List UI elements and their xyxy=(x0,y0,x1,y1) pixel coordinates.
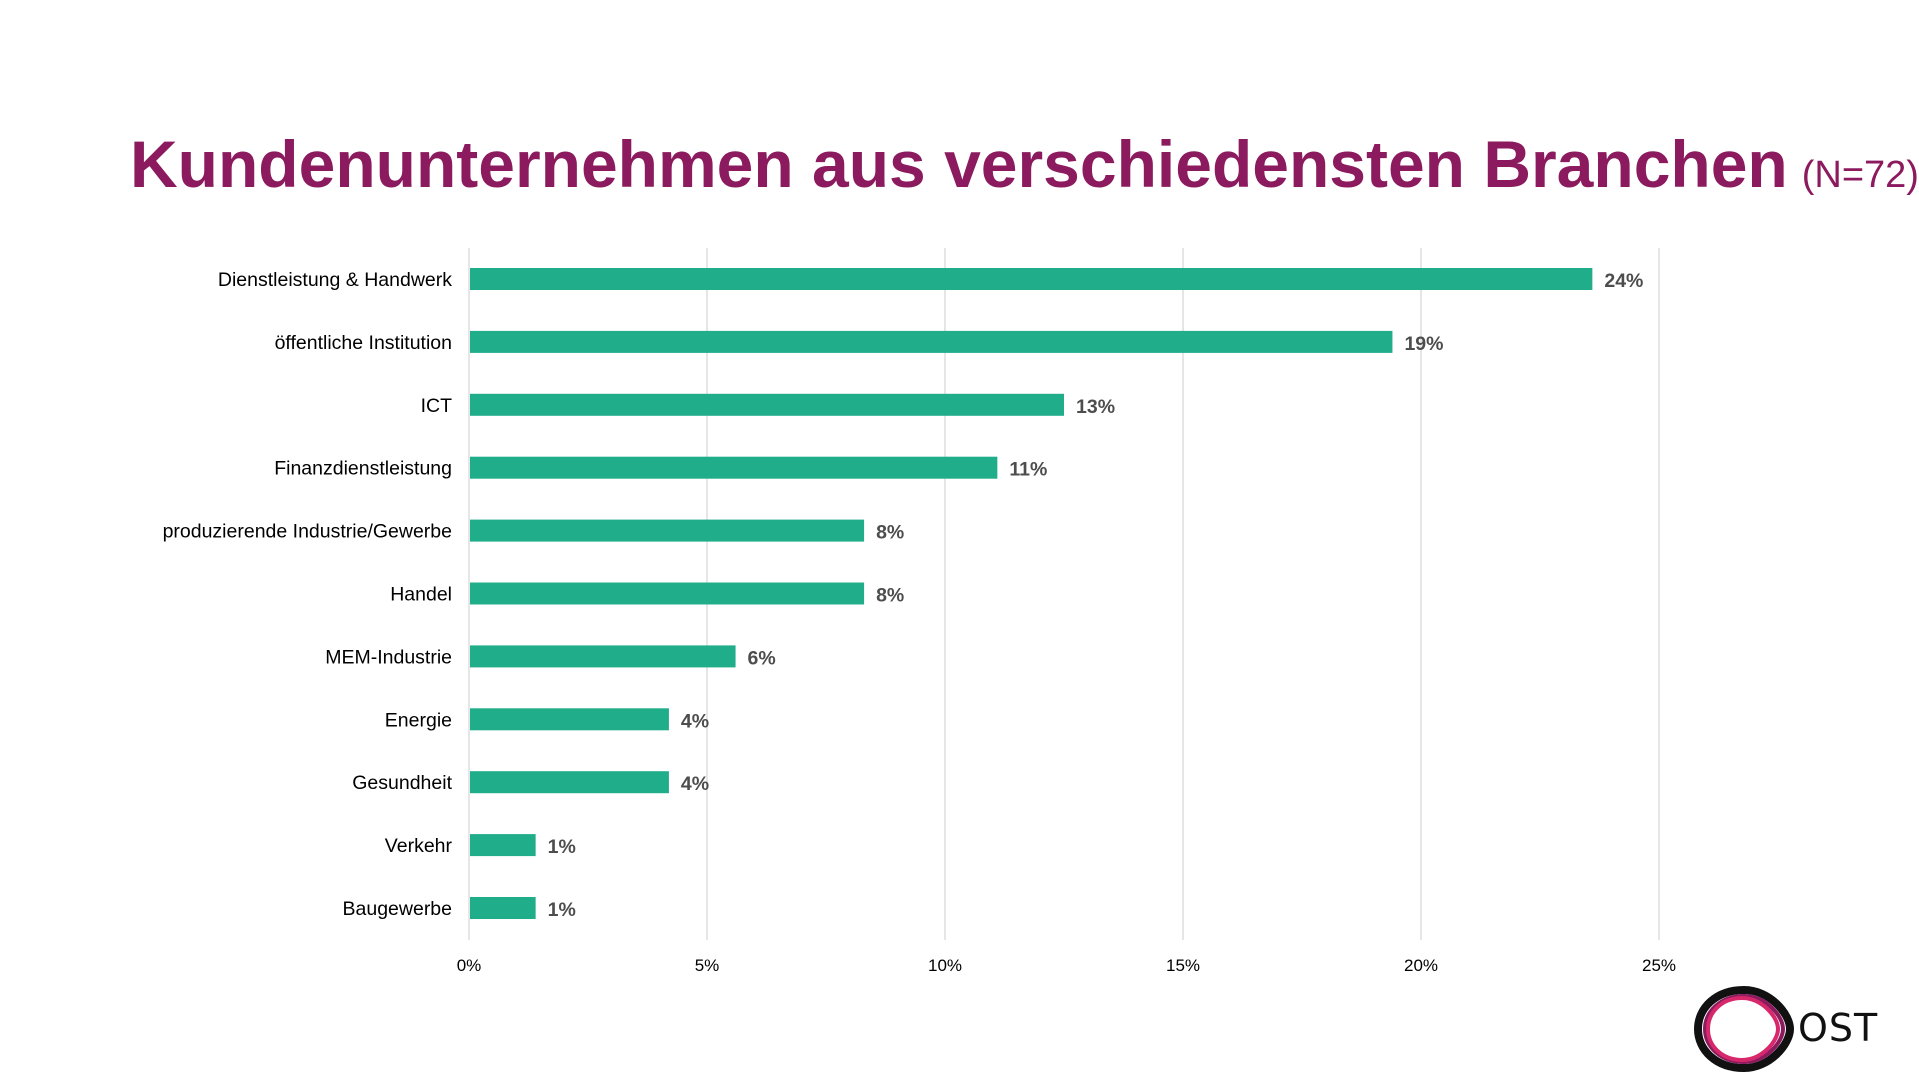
category-label: MEM-Industrie xyxy=(325,646,452,668)
x-tick-label: 10% xyxy=(928,956,962,975)
x-tick-label: 25% xyxy=(1642,956,1676,975)
category-label: Gesundheit xyxy=(352,772,452,794)
value-labels: 24% 19% 13% 11% 8% 8% 6% 4% 4% 1% 1% xyxy=(548,270,1644,921)
value-label: 8% xyxy=(876,585,904,607)
category-label: Dienstleistung & Handwerk xyxy=(218,269,452,291)
value-label: 13% xyxy=(1076,396,1115,418)
category-label: Verkehr xyxy=(385,835,453,857)
x-tick-label: 20% xyxy=(1404,956,1438,975)
category-label: öffentliche Institution xyxy=(275,332,452,354)
x-tick-label: 15% xyxy=(1166,956,1200,975)
ost-logo-text: OST xyxy=(1798,1006,1879,1050)
value-label: 11% xyxy=(1009,459,1047,481)
bar xyxy=(470,330,1393,353)
chart-title-sample-size: (N=72) xyxy=(1801,154,1919,196)
value-label: 1% xyxy=(548,836,576,858)
category-label: Handel xyxy=(390,584,452,606)
gridlines xyxy=(468,248,1660,940)
ost-ring-logo-icon xyxy=(1693,985,1795,1073)
category-label: Finanzdienstleistung xyxy=(274,458,452,480)
category-label: Baugewerbe xyxy=(343,898,453,920)
value-label: 8% xyxy=(876,522,904,544)
chart-title: Kundenunternehmen aus verschiedensten Br… xyxy=(130,126,1919,202)
x-tick-label: 0% xyxy=(457,956,482,975)
value-label: 4% xyxy=(681,710,709,732)
x-tick-label: 5% xyxy=(695,956,720,975)
bar xyxy=(470,771,669,794)
category-label: produzierende Industrie/Gewerbe xyxy=(163,521,452,543)
bar xyxy=(470,456,998,479)
bar xyxy=(470,708,669,731)
bars xyxy=(470,268,1593,919)
category-label: ICT xyxy=(421,395,453,417)
value-label: 4% xyxy=(681,773,709,795)
value-label: 19% xyxy=(1404,333,1443,355)
x-axis-tick-labels: 0% 5% 10% 15% 20% 25% xyxy=(457,956,1676,975)
ost-logo: OST xyxy=(1693,984,1884,1074)
chart-title-main: Kundenunternehmen aus verschiedensten Br… xyxy=(130,127,1788,201)
bar xyxy=(470,645,736,668)
value-label: 1% xyxy=(548,899,576,921)
category-label: Energie xyxy=(385,709,452,731)
value-label: 24% xyxy=(1604,270,1643,292)
bar xyxy=(470,897,536,919)
category-labels: Dienstleistung & Handwerk öffentliche Ins… xyxy=(163,269,453,920)
bar xyxy=(470,393,1064,416)
value-label: 6% xyxy=(748,647,776,669)
bar xyxy=(470,582,865,605)
bar xyxy=(470,268,1593,290)
bar xyxy=(470,834,536,857)
bar xyxy=(470,519,865,542)
